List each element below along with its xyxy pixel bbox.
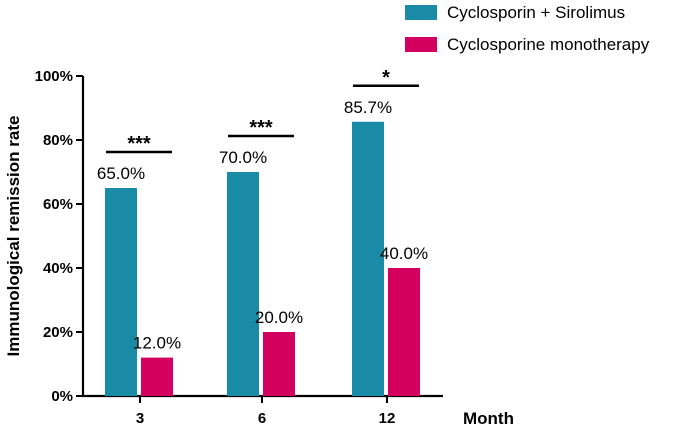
data-labels: 65.0% 70.0% 85.7% 12.0% 20.0% 40.0%	[97, 98, 428, 353]
bar-value-label: 70.0%	[219, 148, 267, 167]
bar-monotherapy	[263, 332, 295, 396]
y-tick-label: 0%	[51, 388, 73, 405]
bar-monotherapy	[141, 357, 173, 396]
bar-combination	[105, 188, 137, 396]
significance-stars: ***	[127, 133, 151, 155]
x-axis-title: Month	[463, 409, 514, 428]
bar-monotherapy	[388, 268, 420, 396]
legend-swatch	[405, 5, 437, 20]
bar-combination	[352, 121, 384, 396]
bar-value-label: 40.0%	[380, 244, 428, 263]
x-tick-label: 6	[258, 410, 266, 427]
y-tick-label: 40%	[43, 260, 73, 277]
bars	[105, 121, 420, 396]
bar-value-label: 65.0%	[97, 164, 145, 183]
y-axis-title: Immunological remission rate	[4, 116, 23, 357]
y-tick-label: 20%	[43, 324, 73, 341]
legend-label: Cyclosporine monotherapy	[447, 35, 650, 54]
significance-stars: ***	[249, 117, 273, 139]
x-tick-label: 3	[136, 410, 144, 427]
y-tick-label: 60%	[43, 196, 73, 213]
legend: Cyclosporin + Sirolimus Cyclosporine mono…	[405, 3, 650, 54]
bar-value-label: 85.7%	[344, 98, 392, 117]
bar-combination	[227, 172, 259, 396]
x-tick-label: 12	[379, 410, 396, 427]
bar-value-label: 12.0%	[133, 334, 181, 353]
legend-swatch	[405, 37, 437, 52]
legend-label: Cyclosporin + Sirolimus	[447, 3, 625, 22]
y-tick-label: 80%	[43, 132, 73, 149]
y-tick-label: 100%	[35, 68, 73, 85]
significance-stars: *	[382, 67, 390, 89]
bar-value-label: 20.0%	[255, 308, 303, 327]
significance-markers: *******	[106, 67, 419, 155]
